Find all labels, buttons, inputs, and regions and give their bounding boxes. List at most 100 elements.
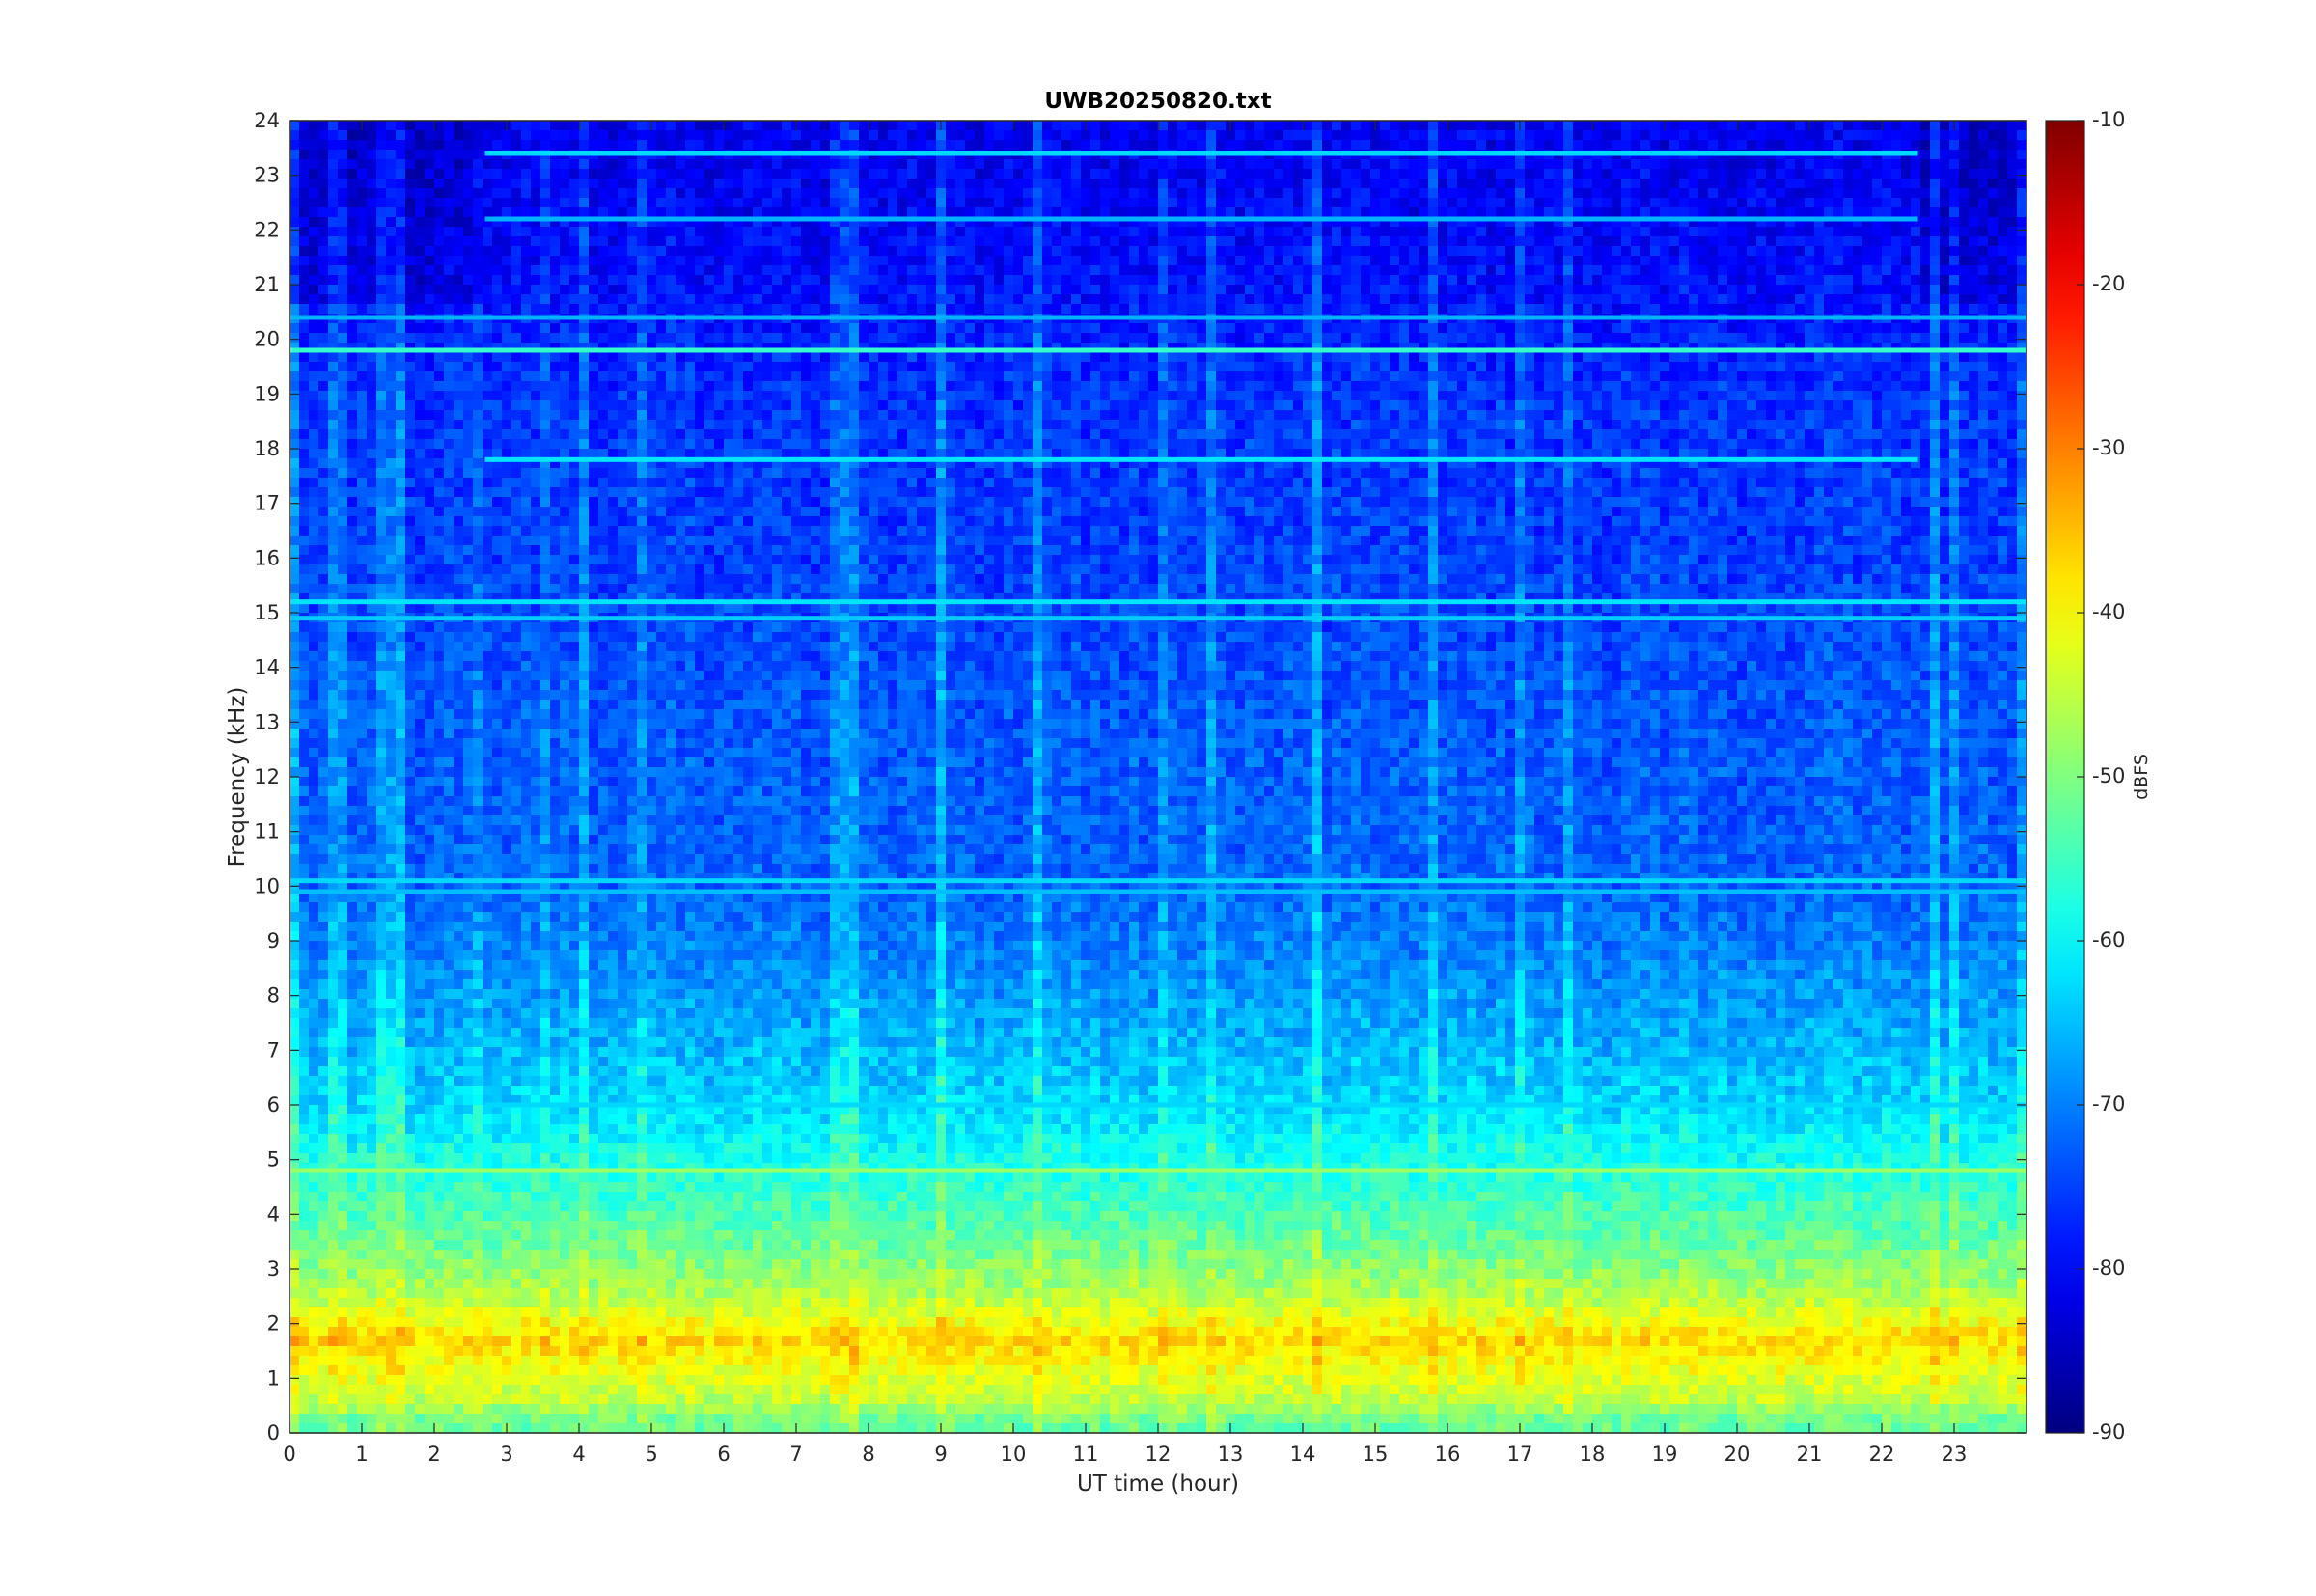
heatmap-cell: [666, 246, 676, 257]
heatmap-cell: [772, 207, 783, 218]
heatmap-cell: [1052, 362, 1062, 372]
heatmap-cell: [830, 323, 841, 334]
heatmap-cell: [1795, 362, 1806, 372]
heatmap-cell: [1998, 217, 2008, 228]
heatmap-cell: [589, 198, 599, 208]
heatmap-cell: [1534, 323, 1545, 334]
heatmap-cell: [849, 333, 860, 344]
heatmap-cell: [704, 227, 715, 237]
heatmap-cell: [1351, 285, 1362, 295]
heatmap-cell: [1930, 227, 1941, 237]
heatmap-cell: [1033, 246, 1043, 257]
heatmap-cell: [733, 207, 744, 218]
heatmap-cell: [550, 304, 561, 315]
heatmap-cell: [1370, 294, 1381, 305]
heatmap-cell: [782, 362, 792, 372]
heatmap-cell: [1370, 265, 1381, 276]
heatmap-cell: [1206, 256, 1217, 266]
heatmap-cell: [1457, 246, 1468, 257]
heatmap-cell: [2007, 121, 2018, 131]
heatmap-cell: [1062, 207, 1072, 218]
heatmap-cell: [1312, 371, 1323, 382]
heatmap-cell: [405, 130, 416, 141]
heatmap-cell: [897, 265, 908, 276]
heatmap-cell: [2017, 275, 2027, 286]
heatmap-cell: [820, 323, 831, 334]
heatmap-cell: [926, 140, 937, 151]
heatmap-cell: [1689, 188, 1699, 199]
heatmap-cell: [897, 188, 908, 199]
heatmap-cell: [1872, 179, 1883, 189]
heatmap-cell: [714, 198, 725, 208]
heatmap-cell: [482, 352, 493, 363]
heatmap-cell: [1119, 304, 1130, 315]
heatmap-cell: [318, 323, 329, 334]
heatmap-cell: [560, 323, 570, 334]
heatmap-cell: [367, 169, 377, 179]
heatmap-cell: [1824, 140, 1834, 151]
heatmap-cell: [1525, 188, 1535, 199]
heatmap-cell: [1139, 352, 1149, 363]
heatmap-cell: [1254, 198, 1265, 208]
heatmap-cell: [1496, 159, 1506, 170]
heatmap-cell: [521, 275, 532, 286]
heatmap-cell: [1071, 246, 1082, 257]
heatmap-cell: [1727, 265, 1738, 276]
heatmap-cell: [1669, 227, 1680, 237]
heatmap-cell: [1042, 362, 1053, 372]
heatmap-cell: [1033, 352, 1043, 363]
heatmap-cell: [1448, 333, 1458, 344]
heatmap-cell: [1969, 198, 1979, 208]
heatmap-cell: [540, 256, 551, 266]
heatmap-cell: [1341, 304, 1352, 315]
heatmap-cell: [1592, 207, 1603, 218]
heatmap-cell: [1708, 352, 1719, 363]
heatmap-cell: [975, 381, 985, 392]
heatmap-cell: [589, 130, 599, 141]
heatmap-cell: [1235, 285, 1246, 295]
heatmap-cell: [1766, 294, 1777, 305]
heatmap-cell: [357, 304, 368, 315]
heatmap-cell: [1583, 179, 1593, 189]
heatmap-cell: [1004, 207, 1014, 218]
heatmap-cell: [714, 169, 725, 179]
heatmap-cell: [1930, 256, 1941, 266]
heatmap-cell: [1747, 362, 1757, 372]
heatmap-cell: [415, 140, 426, 151]
heatmap-cell: [965, 130, 976, 141]
heatmap-cell: [1795, 159, 1806, 170]
heatmap-cell: [897, 140, 908, 151]
heatmap-cell: [1254, 188, 1265, 199]
heatmap-cell: [1370, 130, 1381, 141]
heatmap-cell: [1119, 285, 1130, 295]
heatmap-cell: [1959, 256, 1970, 266]
heatmap-cell: [290, 159, 300, 170]
heatmap-cell: [1988, 371, 1999, 382]
heatmap-cell: [1341, 236, 1352, 247]
heatmap-cell: [1805, 130, 1815, 141]
heatmap-cell: [955, 285, 966, 295]
heatmap-cell: [309, 294, 319, 305]
heatmap-cell: [1911, 323, 1921, 334]
heatmap-cell: [540, 246, 551, 257]
heatmap-cell: [1168, 121, 1178, 131]
heatmap-cell: [290, 169, 300, 179]
heatmap-cell: [1862, 333, 1873, 344]
heatmap-cell: [1399, 275, 1410, 286]
heatmap-cell: [743, 246, 754, 257]
heatmap-cell: [1505, 294, 1516, 305]
heatmap-cell: [676, 236, 686, 247]
heatmap-cell: [405, 188, 416, 199]
heatmap-cell: [1978, 150, 1989, 160]
heatmap-cell: [946, 323, 956, 334]
heatmap-cell: [1013, 227, 1024, 237]
heatmap-cell: [753, 265, 763, 276]
heatmap-cell: [1988, 198, 1999, 208]
heatmap-cell: [1399, 381, 1410, 392]
heatmap-cell: [1052, 275, 1062, 286]
heatmap-cell: [1062, 159, 1072, 170]
heatmap-cell: [1834, 130, 1844, 141]
heatmap-cell: [444, 198, 455, 208]
heatmap-cell: [1081, 362, 1091, 372]
heatmap-cell: [1399, 169, 1410, 179]
